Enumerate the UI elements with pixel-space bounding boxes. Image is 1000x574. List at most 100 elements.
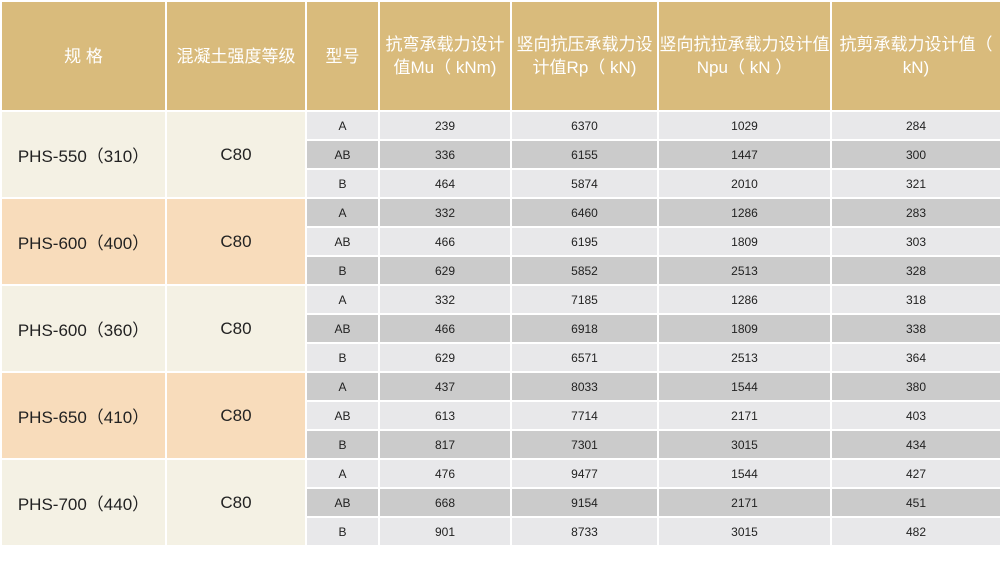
type-cell: B — [305, 516, 380, 547]
mu-cell: 336 — [378, 139, 512, 170]
table-row: B 901 8733 3015 482 — [1, 516, 1000, 547]
rp-cell: 8033 — [510, 371, 659, 402]
concrete-grade-cell: C80 — [165, 284, 307, 373]
npu-cell: 1809 — [657, 226, 832, 257]
rp-cell: 7714 — [510, 400, 659, 431]
header-rp: 竖向抗压承载力设计值Rp（ kN) — [510, 0, 659, 112]
concrete-grade-cell: C80 — [165, 458, 307, 547]
type-cell: A — [305, 371, 380, 402]
mu-cell: 332 — [378, 284, 512, 315]
npu-cell: 2513 — [657, 255, 832, 286]
rp-cell: 5874 — [510, 168, 659, 199]
type-cell: A — [305, 197, 380, 228]
spec-cell: PHS-600（360） — [0, 284, 167, 373]
mu-cell: 629 — [378, 255, 512, 286]
header-type: 型号 — [305, 0, 380, 112]
mu-cell: 668 — [378, 487, 512, 518]
rp-cell: 9154 — [510, 487, 659, 518]
header-row: 规 格 混凝土强度等级 型号 抗弯承载力设计值Mu（ kNm) 竖向抗压承载力设… — [0, 0, 1000, 112]
shear-cell: 434 — [830, 429, 1000, 460]
type-cell: AB — [305, 139, 380, 170]
mu-cell: 437 — [378, 371, 512, 402]
header-spec: 规 格 — [0, 0, 167, 112]
shear-cell: 482 — [830, 516, 1000, 547]
type-cell: AB — [305, 400, 380, 431]
table-row: PHS-600（360） C80 A 332 7185 1286 318 — [0, 284, 1000, 373]
shear-cell: 427 — [830, 458, 1000, 489]
npu-cell: 3015 — [657, 429, 832, 460]
concrete-grade-cell: C80 — [165, 371, 307, 460]
type-cell: A — [305, 458, 380, 489]
npu-cell: 1809 — [657, 313, 832, 344]
npu-cell: 2010 — [657, 168, 832, 199]
spec-cell: PHS-650（410） — [0, 371, 167, 460]
table-row: B 629 5852 2513 328 — [1, 255, 1000, 286]
table-row: AB 466 6918 1809 338 — [1, 313, 1000, 344]
pile-capacity-table: 规 格 混凝土强度等级 型号 抗弯承载力设计值Mu（ kNm) 竖向抗压承载力设… — [0, 0, 1000, 547]
mu-cell: 332 — [378, 197, 512, 228]
rp-cell: 6370 — [510, 110, 659, 141]
spec-cell: PHS-700（440） — [0, 458, 167, 547]
rp-cell: 7185 — [510, 284, 659, 315]
mu-cell: 629 — [378, 342, 512, 373]
shear-cell: 364 — [830, 342, 1000, 373]
mu-cell: 476 — [378, 458, 512, 489]
table-row: AB 668 9154 2171 451 — [1, 487, 1000, 518]
shear-cell: 283 — [830, 197, 1000, 228]
spec-cell: PHS-600（400） — [0, 197, 167, 286]
rp-cell: 6155 — [510, 139, 659, 170]
table-body: PHS-550（310） C80 A 239 6370 1029 284 AB 336 6155 1… — [0, 110, 1000, 547]
npu-cell: 2513 — [657, 342, 832, 373]
mu-cell: 239 — [378, 110, 512, 141]
shear-cell: 284 — [830, 110, 1000, 141]
table-row: AB 466 6195 1809 303 — [1, 226, 1000, 257]
rp-cell: 6918 — [510, 313, 659, 344]
type-cell: AB — [305, 226, 380, 257]
header-concrete-grade: 混凝土强度等级 — [165, 0, 307, 112]
type-cell: AB — [305, 487, 380, 518]
concrete-grade-cell: C80 — [165, 197, 307, 286]
npu-cell: 1447 — [657, 139, 832, 170]
rp-cell: 7301 — [510, 429, 659, 460]
shear-cell: 303 — [830, 226, 1000, 257]
header-shear: 抗剪承载力设计值（ kN) — [830, 0, 1000, 112]
shear-cell: 338 — [830, 313, 1000, 344]
mu-cell: 901 — [378, 516, 512, 547]
concrete-grade-cell: C80 — [165, 110, 307, 199]
type-cell: AB — [305, 313, 380, 344]
type-cell: B — [305, 168, 380, 199]
spec-cell: PHS-550（310） — [0, 110, 167, 199]
type-cell: B — [305, 255, 380, 286]
npu-cell: 3015 — [657, 516, 832, 547]
npu-cell: 2171 — [657, 487, 832, 518]
mu-cell: 466 — [378, 226, 512, 257]
table-row: PHS-650（410） C80 A 437 8033 1544 380 — [0, 371, 1000, 460]
header-npu: 竖向抗拉承载力设计值Npu（ kN ） — [657, 0, 832, 112]
table-row: B 629 6571 2513 364 — [1, 342, 1000, 373]
table-row: PHS-700（440） C80 A 476 9477 1544 427 — [0, 458, 1000, 547]
npu-cell: 1029 — [657, 110, 832, 141]
npu-cell: 1544 — [657, 371, 832, 402]
table-row: AB 613 7714 2171 403 — [1, 400, 1000, 431]
rp-cell: 6571 — [510, 342, 659, 373]
type-cell: B — [305, 429, 380, 460]
table-row: PHS-550（310） C80 A 239 6370 1029 284 — [0, 110, 1000, 199]
mu-cell: 817 — [378, 429, 512, 460]
npu-cell: 1286 — [657, 197, 832, 228]
npu-cell: 2171 — [657, 400, 832, 431]
header-mu: 抗弯承载力设计值Mu（ kNm) — [378, 0, 512, 112]
type-cell: A — [305, 284, 380, 315]
rp-cell: 5852 — [510, 255, 659, 286]
shear-cell: 321 — [830, 168, 1000, 199]
shear-cell: 328 — [830, 255, 1000, 286]
table-row: PHS-600（400） C80 A 332 6460 1286 283 — [0, 197, 1000, 286]
shear-cell: 451 — [830, 487, 1000, 518]
shear-cell: 380 — [830, 371, 1000, 402]
rp-cell: 8733 — [510, 516, 659, 547]
table-row: AB 336 6155 1447 300 — [1, 139, 1000, 170]
shear-cell: 403 — [830, 400, 1000, 431]
type-cell: A — [305, 110, 380, 141]
shear-cell: 318 — [830, 284, 1000, 315]
mu-cell: 466 — [378, 313, 512, 344]
shear-cell: 300 — [830, 139, 1000, 170]
